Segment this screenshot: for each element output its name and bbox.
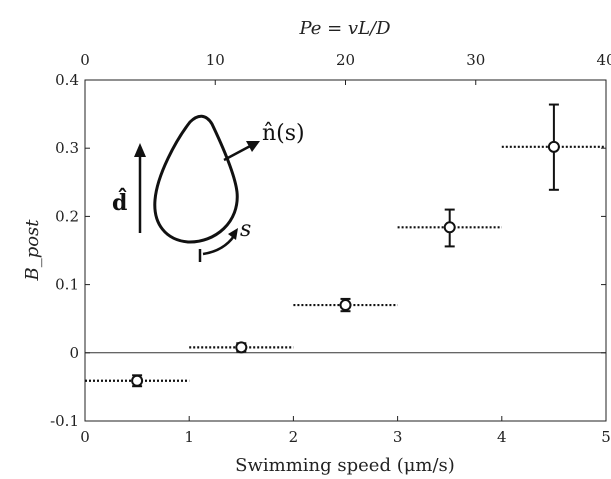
x-tick-label: 2: [289, 428, 299, 446]
x-tick-label: 5: [601, 428, 611, 446]
data-point: [131, 374, 144, 387]
y-tick-label: 0.2: [55, 207, 79, 225]
normal-arrow: [223, 142, 255, 162]
y-tick-label: 0.3: [55, 139, 79, 157]
arc-arrow-head: [228, 228, 238, 240]
top-x-tick-label: 0: [80, 51, 90, 69]
x-tick-label: 1: [184, 428, 194, 446]
direction-arrow-head: [134, 143, 146, 157]
y-tick-label: 0.1: [55, 276, 79, 294]
bottom-x-tick-labels: 0 1 2 3 4 5: [80, 428, 611, 446]
top-x-tick-label: 30: [466, 51, 485, 69]
arc-label: s: [240, 217, 251, 242]
y-axis-label: B_post: [22, 219, 43, 282]
y-tick-label: 0.4: [55, 71, 79, 89]
y-tick-label: -0.1: [50, 412, 79, 430]
arc-arrow: [202, 235, 236, 256]
normal-arrow-head: [246, 141, 260, 152]
top-x-tick-label: 20: [336, 51, 355, 69]
normal-label: n̂(s): [262, 121, 305, 146]
y-tick-labels: -0.1 0 0.1 0.2 0.3 0.4: [50, 71, 79, 430]
data-marks: [85, 103, 606, 388]
data-point: [443, 221, 456, 234]
top-x-tick-label: 40: [596, 51, 611, 69]
top-x-tick-label: 10: [206, 51, 225, 69]
data-point: [235, 341, 248, 354]
data-point: [339, 299, 352, 312]
direction-label: d̂: [112, 188, 127, 216]
plot-frame: [84, 79, 607, 422]
x-tick-label: 3: [393, 428, 403, 446]
top-x-axis-label: Pe = vL/D: [298, 18, 391, 39]
data-point: [547, 140, 560, 153]
x-axis-label: Swimming speed (μm/s): [235, 455, 455, 476]
axis-ticks: [84, 79, 607, 422]
drop-shape-outline: [153, 114, 239, 244]
inset-schematic: d̂ n̂(s) s: [112, 114, 305, 262]
y-tick-label: 0: [69, 344, 79, 362]
x-tick-label: 0: [80, 428, 90, 446]
x-tick-label: 4: [497, 428, 507, 446]
top-x-tick-labels: 0 10 20 30 40: [80, 51, 611, 69]
